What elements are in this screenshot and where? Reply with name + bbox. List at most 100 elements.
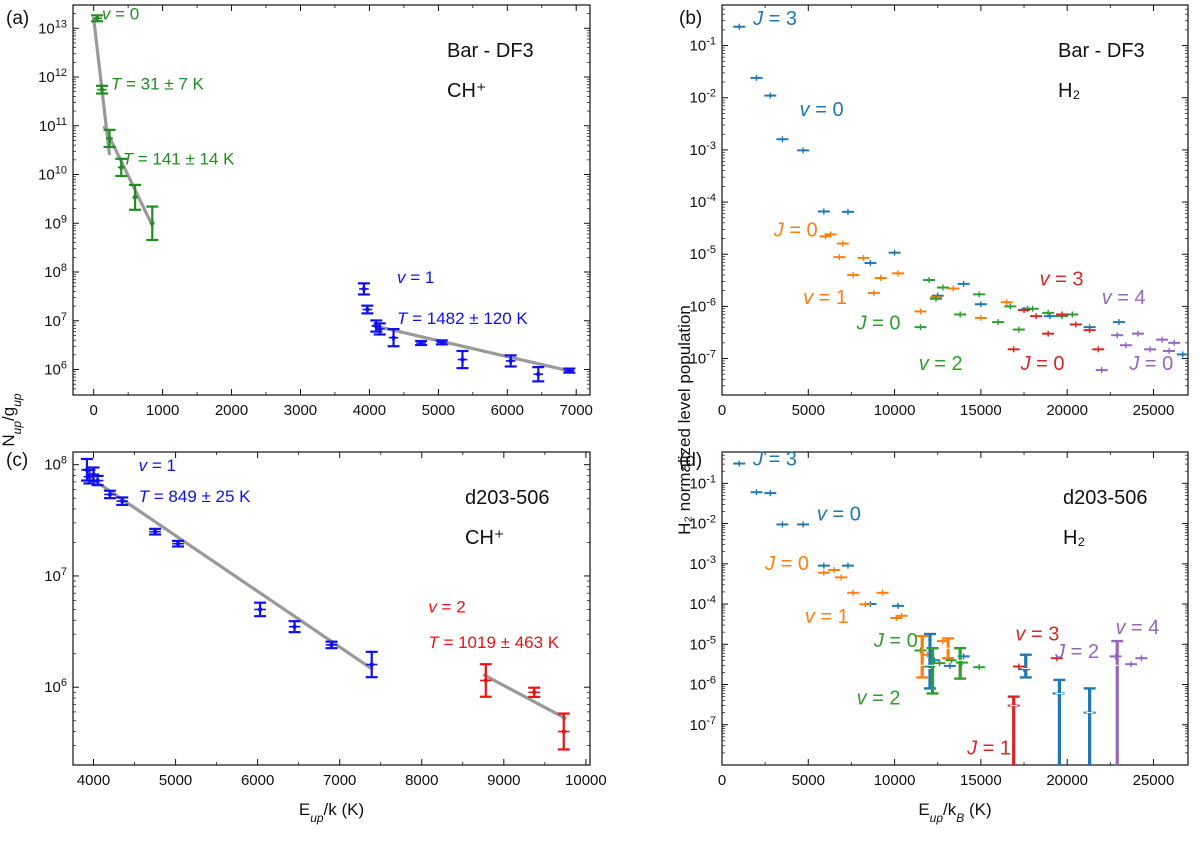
x-tick-label: 0	[90, 402, 98, 419]
data-point	[847, 271, 860, 278]
data-point	[563, 367, 576, 374]
data-point	[733, 460, 746, 467]
data-point	[892, 602, 905, 609]
x-tick-label: 1000	[146, 402, 179, 419]
data-point	[1026, 305, 1039, 312]
marker	[391, 335, 396, 340]
marker	[107, 492, 113, 497]
annotation-label: T = 1019 ± 463 K	[428, 633, 559, 652]
data-point	[1163, 347, 1176, 354]
data-point	[957, 280, 970, 287]
marker	[119, 165, 124, 170]
marker	[329, 642, 334, 648]
y-tick-label: 107	[44, 311, 67, 330]
data-point	[1007, 695, 1020, 765]
x-tick-label: 20000	[1046, 402, 1088, 419]
data-point	[1000, 299, 1013, 306]
data-point	[1030, 313, 1043, 320]
data-point	[817, 208, 830, 215]
y-tick-label: 10-2	[690, 514, 716, 533]
panel-title: Bar - DF3	[447, 40, 534, 62]
panel-c: 4000 5000 6000 7000 8000 9000 10000 106 107 108 v …	[44, 451, 607, 825]
marker	[536, 372, 541, 377]
data-point	[557, 712, 570, 751]
marker	[483, 678, 488, 683]
data-point	[1042, 309, 1055, 316]
x-tick-label: 9000	[487, 772, 520, 789]
plot-frame	[721, 4, 1189, 396]
annotation-label: v = 0	[800, 99, 844, 121]
data-point	[1095, 367, 1108, 374]
x-tick-label: 25000	[1133, 772, 1175, 789]
data-point	[797, 147, 810, 154]
data-point	[943, 662, 956, 669]
data-point	[149, 527, 162, 536]
data-point	[817, 569, 830, 576]
data-point	[859, 601, 872, 608]
marker	[361, 286, 367, 292]
annotation-label: v = 1	[139, 456, 176, 475]
annotation-label: v = 4	[1102, 287, 1146, 309]
annotation-label: v = 3	[1040, 269, 1084, 291]
x-tick-label: 8000	[405, 772, 438, 789]
data-point	[1012, 326, 1025, 333]
x-tick-label: 7000	[560, 402, 593, 419]
x-tick-label: 3000	[284, 402, 317, 419]
data-point	[1018, 307, 1031, 314]
annotation-label: v = 1	[803, 287, 847, 309]
marker	[369, 662, 374, 667]
data-point	[835, 574, 848, 581]
data-point	[864, 259, 877, 266]
y-tick-label: 1010	[38, 165, 67, 184]
data-point	[1083, 327, 1096, 334]
data-point	[874, 275, 887, 282]
data-point	[532, 366, 545, 383]
data-point	[365, 650, 378, 679]
data-point	[116, 496, 129, 506]
annotation-label: J = 0	[764, 553, 809, 575]
x-tick-label: 5000	[792, 772, 825, 789]
marker	[377, 326, 382, 332]
data-point	[776, 521, 789, 528]
annotation-label: v = 3	[1015, 623, 1059, 645]
panel-d: 0 5000 10000 15000 20000 25000 10-7 10-6 10-5 10-…	[690, 448, 1189, 825]
y-tick-label: 10-4	[690, 594, 716, 613]
data-point	[361, 304, 374, 315]
y-tick-label: 10-2	[690, 88, 716, 107]
marker	[132, 195, 138, 200]
data-point	[895, 612, 908, 619]
data-point	[1109, 653, 1122, 660]
x-tick-label: 0	[718, 772, 726, 789]
data-point	[914, 647, 927, 654]
data-point	[933, 660, 946, 667]
panel-label: (a)	[6, 8, 29, 29]
plot-frame	[72, 4, 591, 396]
data-point	[91, 14, 104, 23]
data-point	[1050, 655, 1063, 662]
data-point	[1069, 321, 1082, 328]
data-point	[103, 128, 116, 149]
data-point	[387, 327, 400, 348]
data-point	[914, 308, 927, 315]
annotation-label: v = 0	[817, 503, 861, 525]
data-point	[974, 314, 987, 321]
x-axis-title: Eup/kB (K)	[918, 800, 991, 825]
y-tick-label: 109	[44, 213, 67, 232]
data-point	[1056, 311, 1069, 318]
marker	[460, 357, 465, 362]
data-point	[973, 664, 986, 671]
annotation-label: v = 4	[1116, 617, 1160, 639]
data-point	[847, 589, 860, 596]
data-point	[776, 136, 789, 143]
panel-a: 0 1000 2000 3000 4000 5000 6000 7000 106 107 108 10…	[38, 4, 593, 419]
panel-label: (c)	[6, 450, 28, 471]
data-point	[828, 567, 841, 574]
panel-title: d203-506	[465, 487, 550, 509]
data-point	[942, 637, 955, 660]
x-axis-title: Eup/k (K)	[299, 800, 364, 825]
data-point	[91, 474, 104, 487]
data-point	[1043, 313, 1056, 320]
y-tick-label: 10-3	[690, 554, 716, 573]
data-point	[923, 277, 936, 284]
